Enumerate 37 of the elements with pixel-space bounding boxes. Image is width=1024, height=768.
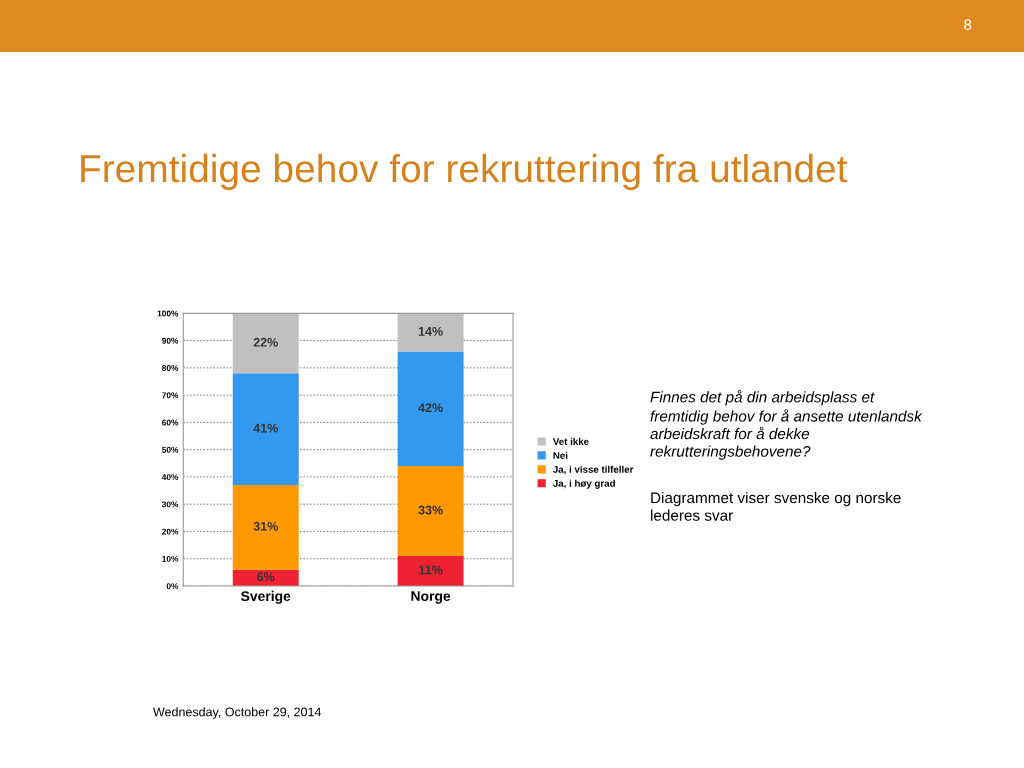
legend-label: Ja, i høy grad <box>552 479 615 489</box>
y-tick-label: 10% <box>162 555 179 562</box>
data-label: 41% <box>253 423 278 433</box>
data-label: 31% <box>253 521 278 531</box>
legend-label: Vet ikke <box>552 437 589 445</box>
chart-title: Fremtidige behov for rekruttering fra utlandet <box>81 153 848 191</box>
bar <box>397 466 464 556</box>
data-label: 14% <box>418 326 443 336</box>
y-tick-label: 20% <box>162 528 179 535</box>
y-tick-label: 0% <box>166 583 179 590</box>
x-tick-label: Norge <box>411 591 451 604</box>
data-label: 11% <box>419 565 443 575</box>
y-tick-label: 60% <box>162 419 179 426</box>
data-label: 6% <box>257 572 275 582</box>
bar <box>397 555 464 586</box>
y-tick-label: 50% <box>162 446 179 453</box>
text: Wednesday, October 29, 2014 <box>153 707 322 719</box>
data-label: 42% <box>418 403 443 413</box>
y-tick-label: 80% <box>162 365 179 371</box>
bar <box>232 485 299 570</box>
legend-label: Nei <box>553 451 568 459</box>
y-tick-label: 100% <box>157 310 179 317</box>
text: 8 <box>964 19 972 31</box>
y-tick-label: 90% <box>162 337 179 344</box>
y-tick-label: 30% <box>161 501 179 508</box>
data-label: 33% <box>418 505 443 515</box>
bar <box>397 351 464 467</box>
bar <box>232 373 299 486</box>
data-label: 22% <box>253 337 278 347</box>
y-tick-label: 40% <box>161 474 179 481</box>
legend-label: Ja, i visse tilfeller <box>552 465 634 475</box>
y-tick-label: 70% <box>162 392 179 399</box>
x-tick-label: Sverige <box>241 590 291 604</box>
text: Diagrammet viser svenske og norske lederes svar <box>651 492 901 521</box>
bar <box>232 313 299 374</box>
text: Finnes det på din arbeidsplass et fremtidig behov for å ansette utenlandsk arbeidskraft for å dekke rekrutteringsbehovene? <box>650 390 923 460</box>
bar <box>397 313 464 352</box>
